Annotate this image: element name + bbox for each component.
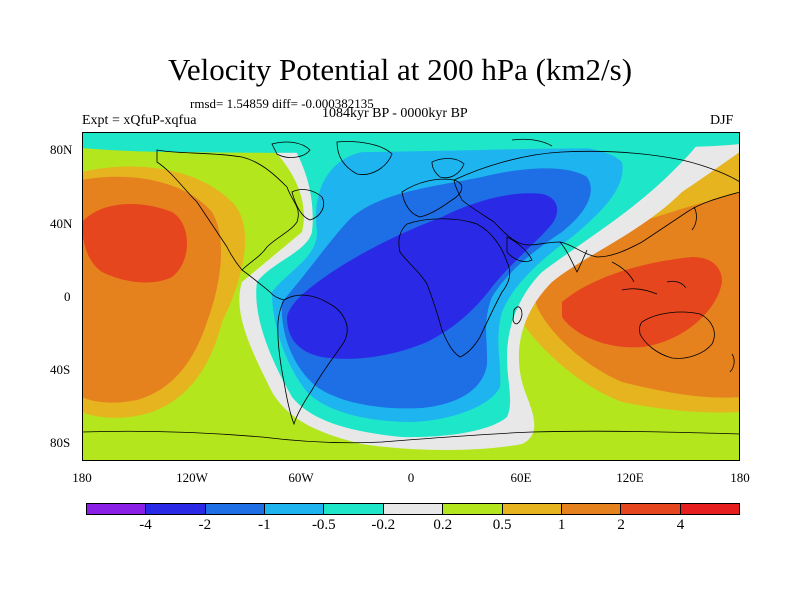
- colorbar-label: -0.5: [311, 517, 336, 533]
- lat-tick-80s: 80S: [50, 435, 71, 450]
- lon-tick-180w: 180: [72, 470, 92, 485]
- colorbar-box: [265, 504, 325, 514]
- field-north-pacific-red: [82, 203, 187, 283]
- lat-tick-40n: 40N: [50, 216, 73, 231]
- coastlines: [82, 138, 740, 444]
- colorbar-box: [383, 504, 444, 514]
- map-panel: [82, 132, 740, 461]
- colorbar-box: [502, 504, 562, 514]
- colorbar-box: [443, 504, 503, 514]
- colorbar-label: 1: [557, 517, 566, 533]
- colorbar-label: -2: [198, 517, 212, 533]
- field-arctic-cyan: [82, 132, 740, 153]
- stats-text: rmsd= 1.54859 diff= -0.000382135: [190, 96, 374, 111]
- colorbar-label: 0.5: [492, 517, 512, 533]
- lat-tick-40s: 40S: [50, 362, 71, 377]
- colorbar-label: 4: [676, 517, 685, 533]
- field-dark-blue: [287, 193, 558, 359]
- lon-tick-180e: 180: [730, 470, 750, 485]
- colorbar-box: [146, 504, 206, 514]
- field-antarctic-green: [82, 430, 740, 461]
- colorbar-label: 0.2: [433, 517, 453, 533]
- colorbar-label: -0.2: [371, 517, 396, 533]
- colorbar: [86, 503, 740, 515]
- period-label: 1084kyr BP - 0000kyr BP: [322, 106, 468, 121]
- experiment-label: Expt = xQfuP-xqfua: [82, 113, 197, 128]
- lat-tick-80n: 80N: [50, 142, 73, 157]
- colorbar-box: [680, 504, 739, 514]
- colorbar-label: -4: [139, 517, 152, 533]
- field-maritime-red: [562, 257, 722, 348]
- colorbar-label: -1: [258, 517, 271, 533]
- colorbar-box: [621, 504, 681, 514]
- velocity-potential-map: [82, 132, 740, 461]
- colorbar-label: 2: [617, 517, 625, 533]
- lon-tick-120e: 120E: [616, 470, 644, 485]
- lon-tick-120w: 120W: [176, 470, 208, 485]
- lon-tick-0: 0: [407, 470, 415, 485]
- colorbar-box: [205, 504, 266, 514]
- colorbar-box: [561, 504, 622, 514]
- plot-title: Velocity Potential at 200 hPa (km2/s): [167, 52, 633, 87]
- lon-tick-60e: 60E: [510, 470, 532, 485]
- lat-tick-0: 0: [64, 289, 71, 304]
- colorbar-box: [87, 504, 147, 514]
- season-label: DJF: [710, 113, 734, 128]
- colorbar-box: [324, 504, 384, 514]
- lon-tick-60w: 60W: [288, 470, 314, 485]
